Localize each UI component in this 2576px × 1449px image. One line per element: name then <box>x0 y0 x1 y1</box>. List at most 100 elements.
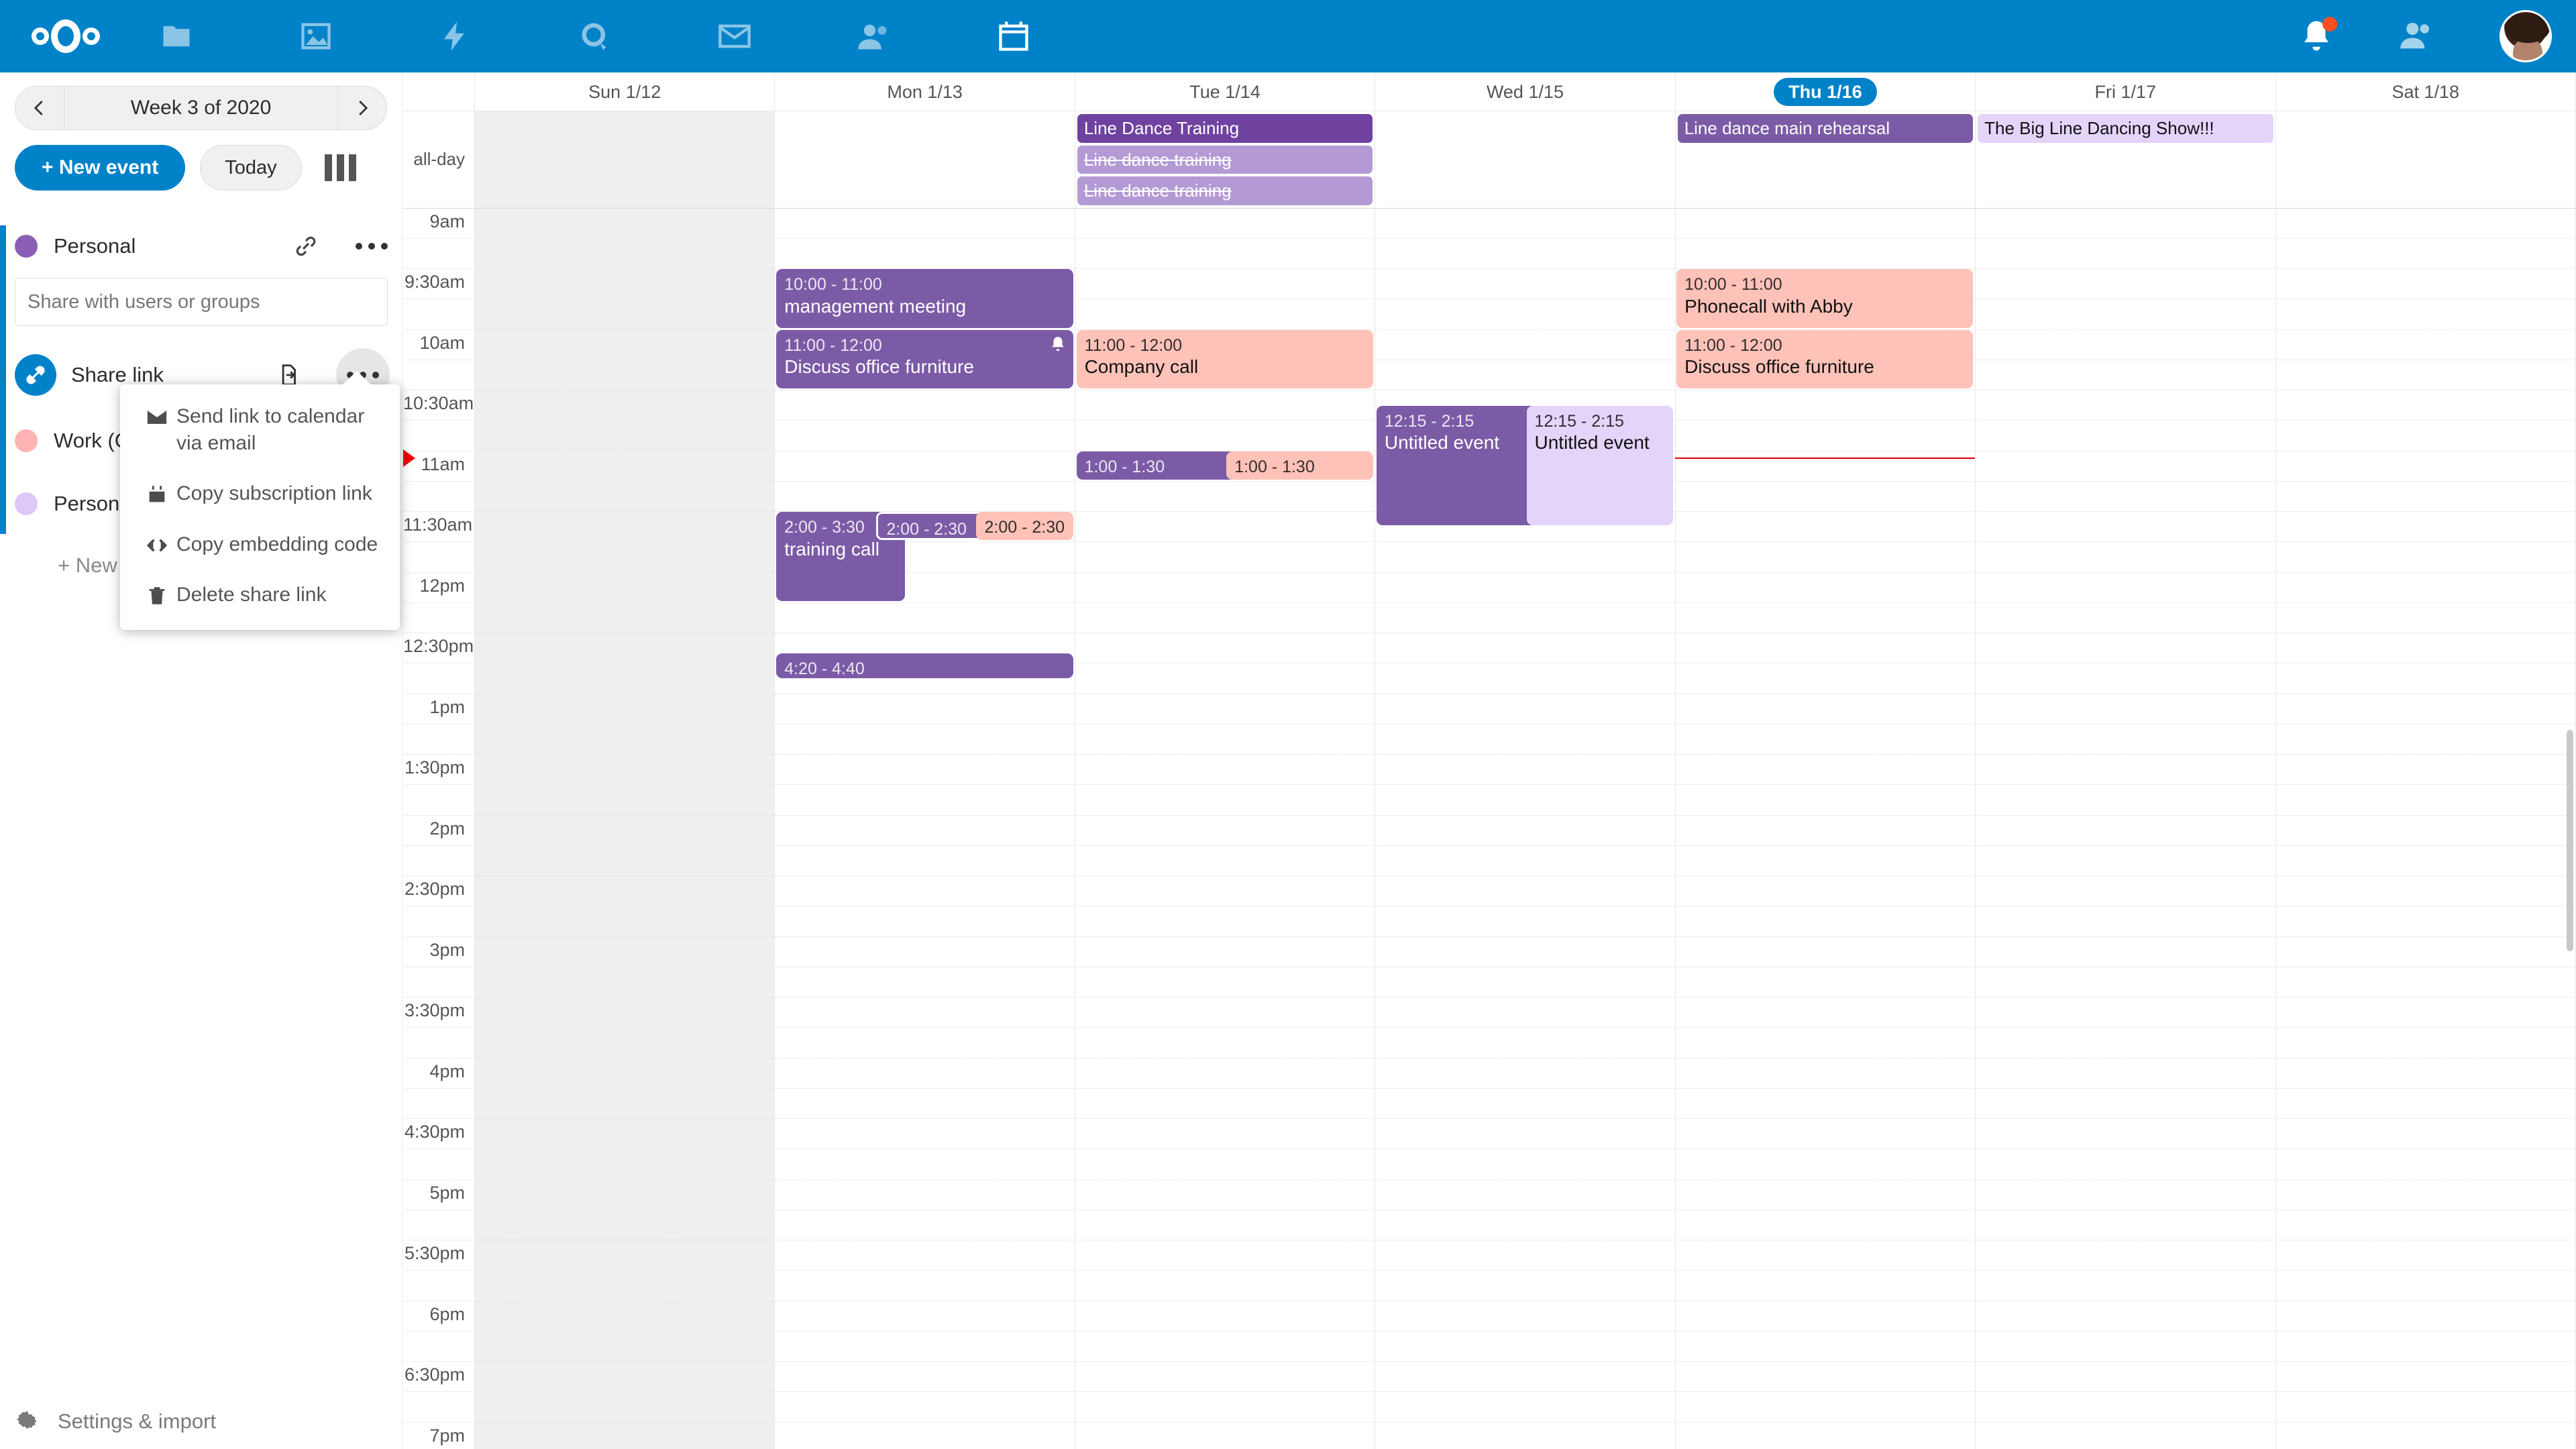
time-slot[interactable] <box>775 1301 1075 1332</box>
time-slot[interactable] <box>1675 1301 1976 1332</box>
time-slot[interactable] <box>1375 542 1676 573</box>
time-slot[interactable] <box>1375 238 1676 269</box>
time-slot[interactable] <box>1075 633 1376 664</box>
time-slot[interactable] <box>775 724 1075 755</box>
time-slot[interactable] <box>2275 845 2576 876</box>
time-slot[interactable] <box>1675 815 1976 846</box>
time-slot[interactable] <box>1976 1179 2276 1210</box>
time-slot[interactable] <box>1075 1058 1376 1089</box>
time-slot[interactable] <box>1075 876 1376 907</box>
time-slot[interactable] <box>475 1179 775 1210</box>
time-slot[interactable] <box>1075 998 1376 1028</box>
time-slot[interactable] <box>775 390 1075 421</box>
time-slot[interactable] <box>1976 1149 2276 1180</box>
day-header-4[interactable]: Thu 1/16 <box>1676 72 1976 111</box>
time-slot[interactable] <box>475 967 775 998</box>
time-slot[interactable] <box>1375 1422 1676 1449</box>
time-slot[interactable] <box>1075 663 1376 694</box>
time-slot[interactable] <box>1675 602 1976 633</box>
time-slot[interactable] <box>475 815 775 846</box>
time-slot[interactable] <box>1075 1392 1376 1423</box>
time-slot[interactable] <box>1675 360 1976 390</box>
time-slot[interactable] <box>1675 1179 1976 1210</box>
time-slot[interactable] <box>475 421 775 451</box>
time-slot[interactable] <box>1075 845 1376 876</box>
time-slot[interactable] <box>1675 724 1976 755</box>
all-day-cell-1[interactable] <box>775 111 1075 208</box>
time-slot[interactable] <box>1075 269 1376 300</box>
time-slot[interactable] <box>1075 1422 1376 1449</box>
time-slot[interactable] <box>1976 724 2276 755</box>
time-slot[interactable] <box>775 936 1075 967</box>
time-slot[interactable] <box>1375 1240 1676 1271</box>
time-slot[interactable] <box>1375 1392 1676 1423</box>
time-slot[interactable] <box>2275 724 2576 755</box>
time-slot[interactable] <box>1075 815 1376 846</box>
time-slot[interactable] <box>775 876 1075 907</box>
time-slot[interactable] <box>2275 1331 2576 1362</box>
time-slot[interactable] <box>475 572 775 603</box>
time-slot[interactable] <box>2275 360 2576 390</box>
time-slot[interactable] <box>475 1058 775 1089</box>
time-slot[interactable] <box>1976 755 2276 786</box>
time-slot[interactable] <box>475 724 775 755</box>
nav-mail[interactable] <box>702 3 767 69</box>
time-slot[interactable] <box>775 1392 1075 1423</box>
time-slot[interactable] <box>775 451 1075 482</box>
time-slot[interactable] <box>1075 755 1376 786</box>
time-slot[interactable] <box>775 1271 1075 1301</box>
time-slot[interactable] <box>1976 1392 2276 1423</box>
time-slot[interactable] <box>775 602 1075 633</box>
time-slot[interactable] <box>1075 694 1376 724</box>
new-event-button[interactable]: + New event <box>15 145 186 191</box>
time-slot[interactable] <box>1976 785 2276 816</box>
previous-week-button[interactable] <box>15 87 64 129</box>
time-slot[interactable] <box>1675 876 1976 907</box>
menu-item-send-link-email[interactable]: Send link to calendar via email <box>120 391 400 468</box>
time-slot[interactable] <box>475 451 775 482</box>
time-slot[interactable] <box>2275 542 2576 573</box>
time-slot[interactable] <box>1675 1210 1976 1240</box>
time-slot[interactable] <box>1675 390 1976 421</box>
time-slot[interactable] <box>1675 1058 1976 1089</box>
day-header-6[interactable]: Sat 1/18 <box>2276 72 2576 111</box>
time-slot[interactable] <box>475 755 775 786</box>
time-slot[interactable] <box>1675 633 1976 664</box>
all-day-event[interactable]: Line dance main rehearsal <box>1677 114 1974 143</box>
time-slot[interactable] <box>1675 572 1976 603</box>
time-slot[interactable] <box>475 481 775 512</box>
time-slot[interactable] <box>1976 329 2276 360</box>
time-slot[interactable] <box>1375 785 1676 816</box>
time-slot[interactable] <box>2275 633 2576 664</box>
time-slot[interactable] <box>1075 1119 1376 1150</box>
time-slot[interactable] <box>1075 360 1376 390</box>
time-slot[interactable] <box>1675 967 1976 998</box>
time-slot[interactable] <box>1976 1088 2276 1119</box>
time-slot[interactable] <box>1976 1422 2276 1449</box>
time-slot[interactable] <box>2275 208 2576 239</box>
time-slot[interactable] <box>475 936 775 967</box>
calendar-item-personal-2[interactable]: Persona <box>0 472 402 535</box>
time-slot[interactable] <box>1976 1240 2276 1271</box>
time-slot[interactable] <box>475 1422 775 1449</box>
time-slot[interactable] <box>2275 936 2576 967</box>
time-slot[interactable] <box>775 845 1075 876</box>
time-slot[interactable] <box>1675 542 1976 573</box>
time-slot[interactable] <box>1976 299 2276 330</box>
time-slot[interactable] <box>775 299 1075 330</box>
time-slot[interactable] <box>775 1058 1075 1089</box>
time-slot[interactable] <box>1675 694 1976 724</box>
time-slot[interactable] <box>1675 663 1976 694</box>
view-switch-icon[interactable] <box>324 154 356 181</box>
time-slot[interactable] <box>1375 1331 1676 1362</box>
time-slot[interactable] <box>1375 724 1676 755</box>
time-slot[interactable] <box>1976 269 2276 300</box>
time-slot[interactable] <box>1075 299 1376 330</box>
copy-to-clipboard-icon[interactable] <box>270 357 307 393</box>
time-slot[interactable] <box>475 269 775 300</box>
calendar-event[interactable]: 12:15 - 2:15 Untitled event <box>1526 405 1674 525</box>
all-day-cell-5[interactable]: The Big Line Dancing Show!!! <box>1976 111 2276 208</box>
time-slot[interactable] <box>1976 1271 2276 1301</box>
time-slot[interactable] <box>1375 1301 1676 1332</box>
time-slot[interactable] <box>1976 876 2276 907</box>
